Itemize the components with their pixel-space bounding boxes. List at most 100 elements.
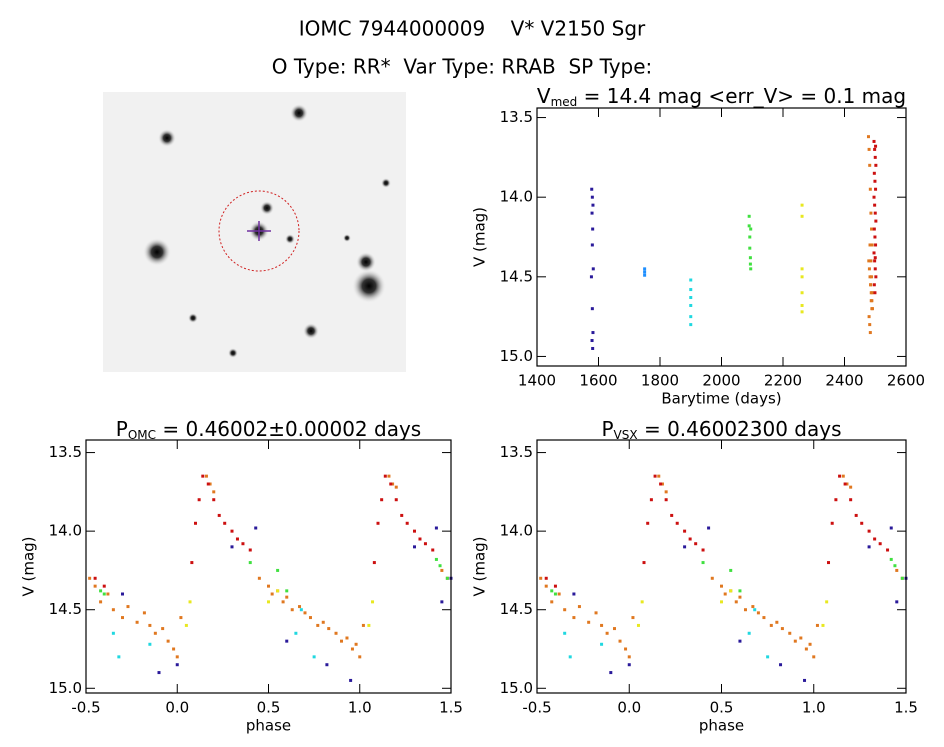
data-point xyxy=(591,227,595,231)
data-point xyxy=(869,299,873,303)
data-point xyxy=(889,526,893,530)
data-point xyxy=(734,600,738,604)
data-point xyxy=(751,605,755,609)
data-point xyxy=(800,310,804,314)
data-point xyxy=(605,631,609,635)
data-point xyxy=(591,331,595,335)
data-point xyxy=(267,600,270,604)
title-rest: = 14.4 mag <err_V> = 0.1 mag xyxy=(577,84,906,108)
y-tick-label: 15.0 xyxy=(49,679,82,697)
data-point xyxy=(358,655,362,659)
data-point xyxy=(544,576,548,580)
data-point xyxy=(762,616,766,620)
data-point xyxy=(568,655,572,659)
data-point xyxy=(591,267,595,271)
data-point xyxy=(372,561,376,565)
data-point xyxy=(290,608,294,612)
y-tick-label: 13.5 xyxy=(500,443,533,461)
x-tick-label: 0.0 xyxy=(165,699,189,717)
data-point xyxy=(248,548,252,552)
data-point xyxy=(800,275,804,279)
chart-title: Vmed = 14.4 mag <err_V> = 0.1 mag xyxy=(537,84,906,109)
data-point xyxy=(394,485,398,489)
data-point xyxy=(175,655,179,659)
data-point xyxy=(321,620,325,624)
data-point xyxy=(653,474,657,478)
data-point xyxy=(873,256,877,260)
data-point xyxy=(642,561,646,565)
data-point xyxy=(825,600,829,604)
data-point xyxy=(285,639,289,643)
data-point xyxy=(431,548,435,552)
chart-title: PVSX = 0.46002300 days xyxy=(601,417,841,442)
data-point xyxy=(893,564,897,568)
data-point xyxy=(434,557,438,561)
y-tick-label: 13.5 xyxy=(500,108,533,126)
title-sub: med xyxy=(551,95,578,109)
title-main: V xyxy=(537,84,551,108)
data-point xyxy=(371,600,375,604)
data-point xyxy=(544,584,548,588)
data-point xyxy=(111,631,115,635)
data-point xyxy=(212,490,216,494)
plot-frame xyxy=(85,439,452,694)
data-point xyxy=(870,275,874,279)
data-point xyxy=(838,474,842,478)
data-point xyxy=(285,589,289,593)
data-point xyxy=(830,521,834,525)
data-point xyxy=(664,498,668,502)
data-point xyxy=(889,557,893,561)
data-point xyxy=(769,623,773,627)
data-point xyxy=(590,211,594,215)
data-point xyxy=(389,482,393,486)
data-point xyxy=(870,227,874,231)
data-point xyxy=(720,584,723,588)
data-point xyxy=(878,542,882,546)
data-point xyxy=(860,521,864,525)
data-point xyxy=(800,303,804,307)
data-point xyxy=(612,627,616,631)
data-point xyxy=(627,663,631,667)
x-tick-label: 1800 xyxy=(641,372,679,390)
data-point xyxy=(738,595,742,599)
data-point xyxy=(217,513,221,517)
data-point xyxy=(153,631,157,635)
data-point xyxy=(257,576,261,580)
x-tick-label: 1.5 xyxy=(894,699,918,717)
data-point xyxy=(872,251,876,255)
data-point xyxy=(590,307,594,311)
data-point xyxy=(121,616,124,620)
title-sub: VSX xyxy=(614,428,638,442)
data-point xyxy=(874,163,878,167)
data-point xyxy=(869,259,873,263)
data-point xyxy=(815,623,819,627)
data-point xyxy=(563,608,567,612)
data-point xyxy=(869,211,873,215)
data-point xyxy=(206,482,210,486)
data-point xyxy=(230,529,234,533)
data-point xyxy=(868,163,872,167)
data-point xyxy=(872,171,876,175)
data-point xyxy=(643,267,647,271)
data-point xyxy=(738,589,742,593)
data-point xyxy=(367,623,371,627)
data-point xyxy=(800,203,804,207)
data-point xyxy=(707,526,711,530)
data-point xyxy=(594,611,598,615)
data-point xyxy=(172,647,176,651)
data-point xyxy=(111,608,115,612)
data-point xyxy=(738,639,742,643)
data-point xyxy=(670,513,674,517)
data-point xyxy=(701,548,705,552)
data-point xyxy=(873,179,877,183)
data-point xyxy=(646,521,650,525)
y-tick-label: 14.5 xyxy=(500,600,533,618)
data-point xyxy=(539,576,543,580)
y-axis-label: V (mag) xyxy=(471,207,489,267)
data-point xyxy=(418,537,422,541)
data-point xyxy=(99,600,103,604)
data-point xyxy=(126,605,130,609)
data-point xyxy=(361,623,365,627)
data-point xyxy=(99,589,103,593)
data-point xyxy=(550,600,554,604)
